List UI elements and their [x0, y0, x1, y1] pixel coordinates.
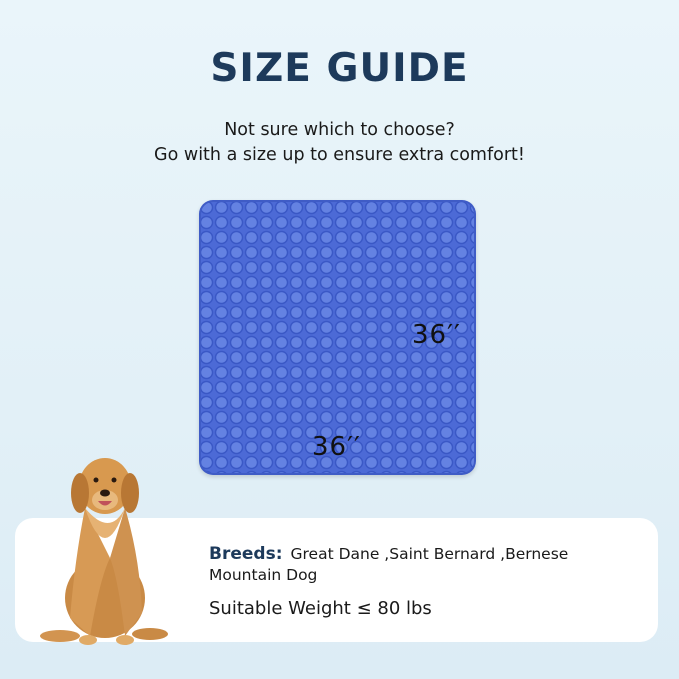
suitable-weight: Suitable Weight ≤ 80 lbs — [209, 598, 432, 619]
page-title: SIZE GUIDE — [210, 46, 469, 91]
subtitle-line-2: Go with a size up to ensure extra comfor… — [154, 145, 525, 165]
breeds-label: Breeds: — [209, 544, 283, 564]
height-dimension-label: 36′′ — [412, 320, 461, 350]
golden-retriever-image — [40, 458, 168, 645]
subtitle: Not sure which to choose? Go with a size… — [0, 118, 679, 168]
breeds-value: Great Dane ,Saint Bernard ,Bernese Mount… — [209, 545, 569, 584]
subtitle-line-1: Not sure which to choose? — [224, 120, 455, 140]
cooling-mat-image — [199, 200, 476, 475]
breeds-text: Breeds: Great Dane ,Saint Bernard ,Bernes… — [209, 544, 629, 586]
width-dimension-label: 36′′ — [312, 432, 361, 462]
